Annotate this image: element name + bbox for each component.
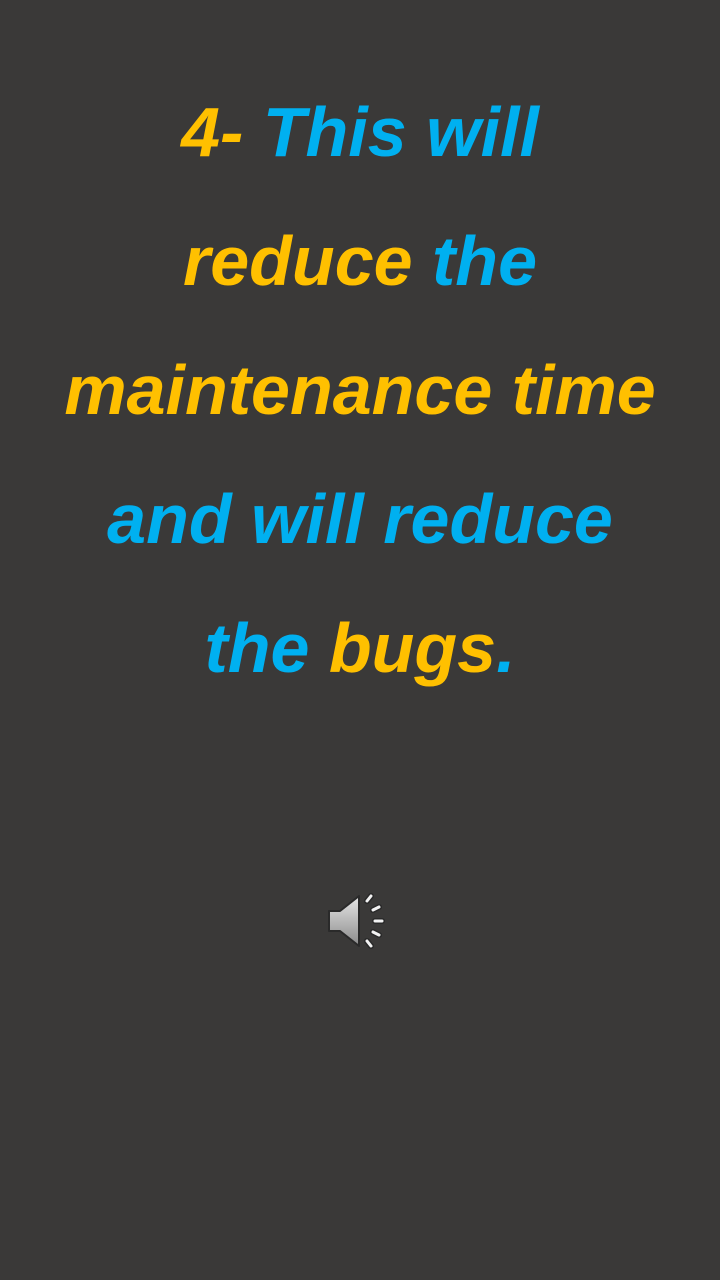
text-line-1: 4- This will <box>0 68 720 197</box>
text-line-4: and will reduce <box>0 455 720 584</box>
text-segment: bugs <box>328 609 497 687</box>
speaker-icon[interactable] <box>326 890 392 952</box>
text-segment: and will reduce <box>107 480 613 558</box>
text-segment: maintenance time <box>64 351 656 429</box>
text-line-2: reduce the <box>0 197 720 326</box>
text-line-5: the bugs. <box>0 584 720 713</box>
text-segment: 4- <box>181 93 263 171</box>
text-line-3: maintenance time <box>0 326 720 455</box>
text-segment: the <box>204 609 329 687</box>
text-segment: the <box>432 222 537 300</box>
slide-text: 4- This will reduce the maintenance time… <box>0 68 720 713</box>
text-segment: reduce <box>183 222 432 300</box>
text-segment: This will <box>262 93 539 171</box>
text-segment: . <box>496 609 516 687</box>
